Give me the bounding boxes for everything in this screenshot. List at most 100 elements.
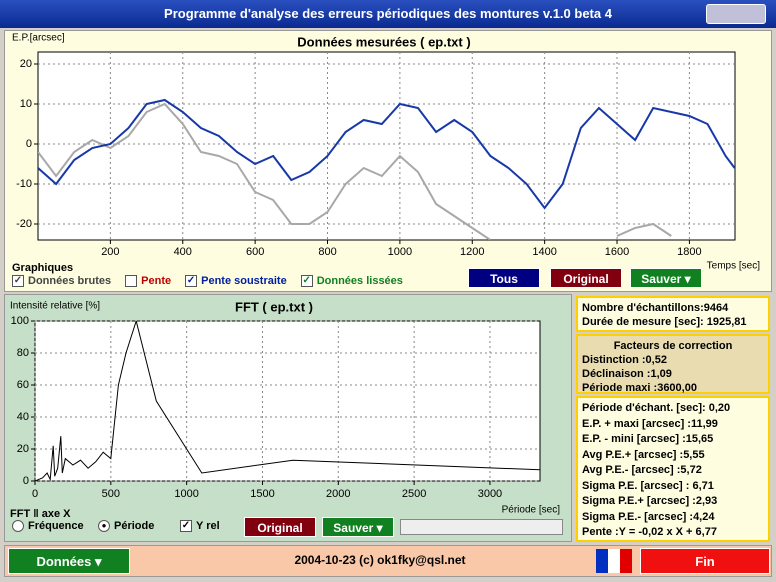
checkbox-box: ✓	[300, 275, 313, 288]
y-tick-label: 100	[11, 315, 29, 327]
checkbox[interactable]: ✓ Données lissées	[300, 275, 403, 288]
checkbox[interactable]: ✓ Pente soustraite	[185, 275, 287, 288]
checkbox-label: Y rel	[196, 520, 220, 532]
y-tick-label: -10	[16, 178, 32, 190]
info-line: Période maxi :3600,00	[582, 382, 697, 394]
plot-area	[37, 51, 736, 241]
y-axis-label: Intensité relative [%]	[10, 301, 100, 312]
info-line: Durée de mesure [sec]: 1925,81	[582, 316, 747, 328]
data-line	[38, 98, 735, 210]
language-flag[interactable]	[596, 549, 632, 573]
plot-area	[34, 320, 541, 482]
exit-button[interactable]: Fin	[640, 548, 770, 574]
y-tick-label: -20	[16, 218, 32, 230]
data-button[interactable]: Données ▾	[8, 548, 130, 574]
group-label: FFT ‖ axe X	[10, 508, 71, 520]
button-label: Tous	[490, 272, 518, 286]
chart-title: FFT ( ep.txt )	[235, 299, 313, 314]
x-tick-label: 400	[174, 246, 192, 258]
button-label: Original	[257, 521, 303, 535]
button[interactable]: Sauver ▾	[630, 268, 702, 288]
fft-chart: FFT ( ep.txt ) Intensité relative [%] Péri…	[10, 299, 561, 516]
data-line	[38, 102, 672, 240]
x-tick-label: 1600	[605, 246, 629, 258]
button-label: Original	[563, 272, 609, 286]
checkbox-box: ✓	[12, 275, 24, 288]
button[interactable]: Tous	[468, 268, 540, 288]
x-tick-label: 1200	[460, 246, 484, 258]
x-tick-label: 600	[246, 246, 264, 258]
graphics-label: Graphiques	[12, 262, 74, 274]
x-tick-label: 1000	[388, 246, 412, 258]
radio-circle: ●	[98, 520, 110, 533]
info-line: Période d'échant. [sec]: 0,20	[582, 402, 731, 414]
info-line: Distinction :0,52	[582, 354, 667, 366]
y-tick-label: 10	[20, 98, 32, 110]
info-line: E.P. - mini [arcsec] :15,65	[582, 433, 714, 445]
x-tick-label: 1400	[532, 246, 556, 258]
title-bar: Programme d'analyse des erreurs périodiq…	[0, 0, 776, 28]
info-line: Sigma P.E.- [arcsec] :4,24	[582, 510, 715, 523]
scrollbar[interactable]	[400, 519, 563, 535]
x-axis-label: Temps [sec]	[707, 261, 761, 272]
info-line: Avg P.E.+ [arcsec] :5,55	[582, 448, 705, 461]
button-label: Sauver	[641, 272, 682, 286]
checkbox-box: ✓	[185, 275, 198, 288]
radio-label: Période	[114, 520, 155, 532]
y-tick-label: 80	[17, 347, 29, 359]
x-tick-label: 2000	[326, 488, 350, 500]
stats-box: Période d'échant. [sec]: 0,20 E.P. + maxi…	[576, 396, 770, 542]
checkbox-label: Données lissées	[316, 275, 403, 287]
y-tick-label: 20	[17, 443, 29, 455]
x-axis-label: Période [sec]	[502, 505, 561, 516]
y-tick-label: 60	[17, 379, 29, 391]
checkbox-box	[125, 275, 138, 288]
checkbox[interactable]: ✓ Données brutes	[12, 275, 112, 288]
graphics-checkboxes: ✓ Données brutes Pente ✓ Pente soustraite ✓ Do…	[12, 275, 417, 288]
radio-circle	[12, 520, 24, 533]
measured-chart: Données mesurées ( ep.txt ) E.P.[arcsec] T…	[12, 33, 761, 272]
info-line: Déclinaison :1,09	[582, 368, 672, 380]
info-line: Nombre d'échantillons:9464	[582, 302, 729, 314]
info-heading: Facteurs de correction	[613, 340, 733, 352]
x-tick-label: 1500	[250, 488, 274, 500]
window-title: Programme d'analyse des erreurs périodiq…	[164, 6, 612, 21]
info-line: Avg P.E.- [arcsec] :5,72	[582, 464, 702, 476]
y-tick-label: 20	[20, 58, 32, 70]
correction-box: Facteurs de correction Distinction :0,52 D…	[576, 334, 770, 394]
data-button-label: Données	[36, 554, 92, 569]
y-tick-label: 40	[17, 411, 29, 423]
x-tick-label: 1000	[174, 488, 198, 500]
radio[interactable]: Fréquence	[12, 520, 84, 533]
x-tick-label: 2500	[402, 488, 426, 500]
x-tick-label: 0	[32, 488, 38, 500]
y-axis-label: E.P.[arcsec]	[12, 33, 65, 44]
radio[interactable]: ● Période	[98, 520, 155, 533]
info-line: E.P. + maxi [arcsec] :11,99	[582, 417, 718, 430]
x-tick-label: 200	[101, 246, 119, 258]
credits: 2004-10-23 (c) ok1fky@qsl.net	[294, 553, 466, 567]
x-tick-label: 800	[318, 246, 336, 258]
button[interactable]: Sauver ▾	[322, 517, 394, 537]
info-line: Sigma P.E. [arcsec] : 6,71	[582, 479, 714, 492]
y-tick-label: 0	[26, 138, 32, 150]
x-tick-label: 3000	[478, 488, 502, 500]
radio-label: Fréquence	[28, 520, 84, 532]
button[interactable]: Original	[244, 517, 316, 537]
checkbox-label: Pente soustraite	[201, 275, 287, 287]
chart-title: Données mesurées ( ep.txt )	[297, 34, 470, 49]
summary-box: Nombre d'échantillons:9464 Durée de mesur…	[576, 296, 770, 332]
x-tick-label: 1800	[677, 246, 701, 258]
y-tick-label: 0	[23, 475, 29, 487]
checkbox[interactable]: Pente	[125, 275, 171, 288]
button[interactable]: Original	[550, 268, 622, 288]
checkbox[interactable]: ✓ Y rel	[180, 520, 220, 533]
info-line: Pente :Y = -0,02 x X + 6,77	[582, 526, 717, 538]
checkbox-label: Données brutes	[28, 275, 112, 287]
checkbox-box: ✓	[180, 520, 192, 533]
data-line	[35, 321, 540, 481]
x-tick-label: 500	[102, 488, 120, 500]
button-label: Sauver	[333, 521, 374, 535]
minimize-button[interactable]	[706, 4, 766, 24]
